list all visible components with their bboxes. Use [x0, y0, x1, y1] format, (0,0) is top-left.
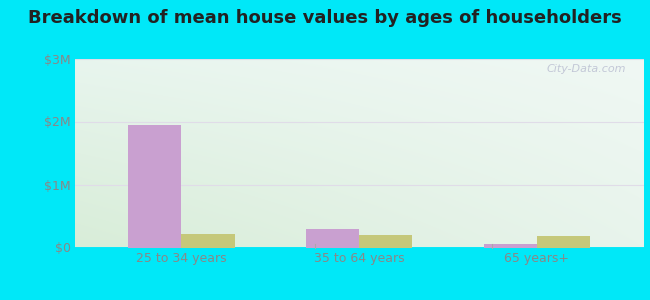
- Text: Breakdown of mean house values by ages of householders: Breakdown of mean house values by ages o…: [28, 9, 622, 27]
- Bar: [359, 235, 413, 247]
- Bar: [181, 234, 235, 248]
- Bar: [484, 244, 537, 248]
- Bar: [537, 236, 590, 247]
- Bar: [306, 229, 359, 247]
- Bar: [128, 125, 181, 248]
- Text: City-Data.com: City-Data.com: [547, 64, 627, 74]
